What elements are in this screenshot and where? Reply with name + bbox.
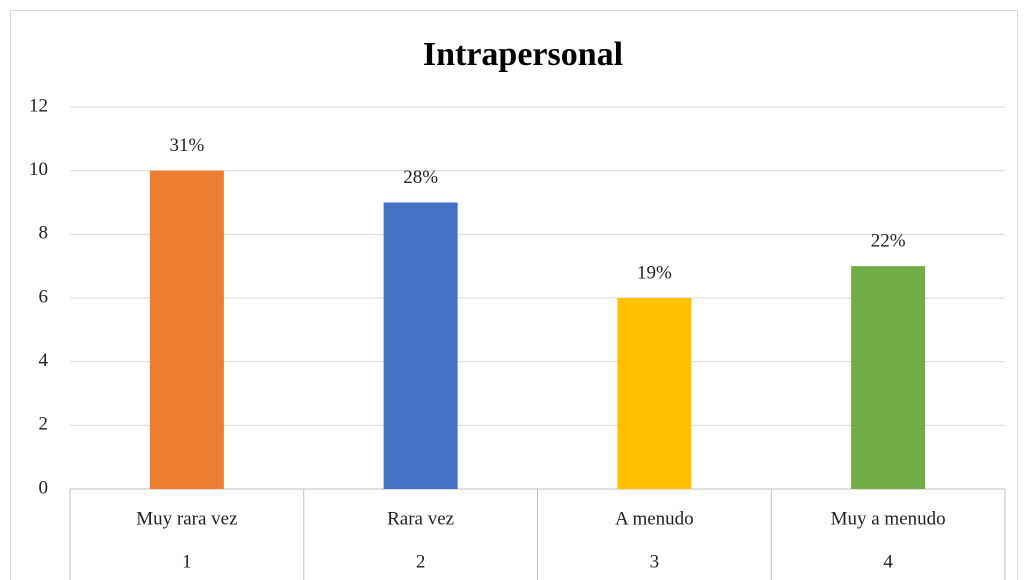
bar (617, 298, 692, 489)
x-tick-label: Muy a menudo (831, 508, 946, 529)
data-label: 22% (871, 231, 906, 252)
y-tick-label: 2 (39, 414, 49, 435)
x-tick-code: 4 (883, 551, 893, 572)
x-tick-label: A menudo (615, 508, 694, 529)
data-label: 28% (403, 167, 438, 188)
bar (851, 266, 926, 489)
x-tick-label: Rara vez (387, 508, 454, 529)
data-label: 19% (637, 262, 672, 283)
y-tick-label: 0 (39, 477, 49, 498)
data-label: 31% (169, 135, 204, 156)
x-tick-code: 2 (416, 551, 426, 572)
bar (149, 170, 224, 489)
y-tick-label: 10 (29, 159, 48, 180)
chart-border (10, 10, 1018, 580)
y-tick-label: 12 (29, 95, 48, 116)
x-tick-code: 3 (650, 551, 660, 572)
y-tick-label: 6 (39, 286, 49, 307)
bar (383, 202, 458, 489)
x-tick-label: Muy rara vez (136, 508, 237, 529)
y-tick-label: 8 (39, 223, 49, 244)
y-tick-label: 4 (39, 350, 49, 371)
chart-title: Intrapersonal (423, 36, 623, 73)
x-tick-code: 1 (182, 551, 192, 572)
